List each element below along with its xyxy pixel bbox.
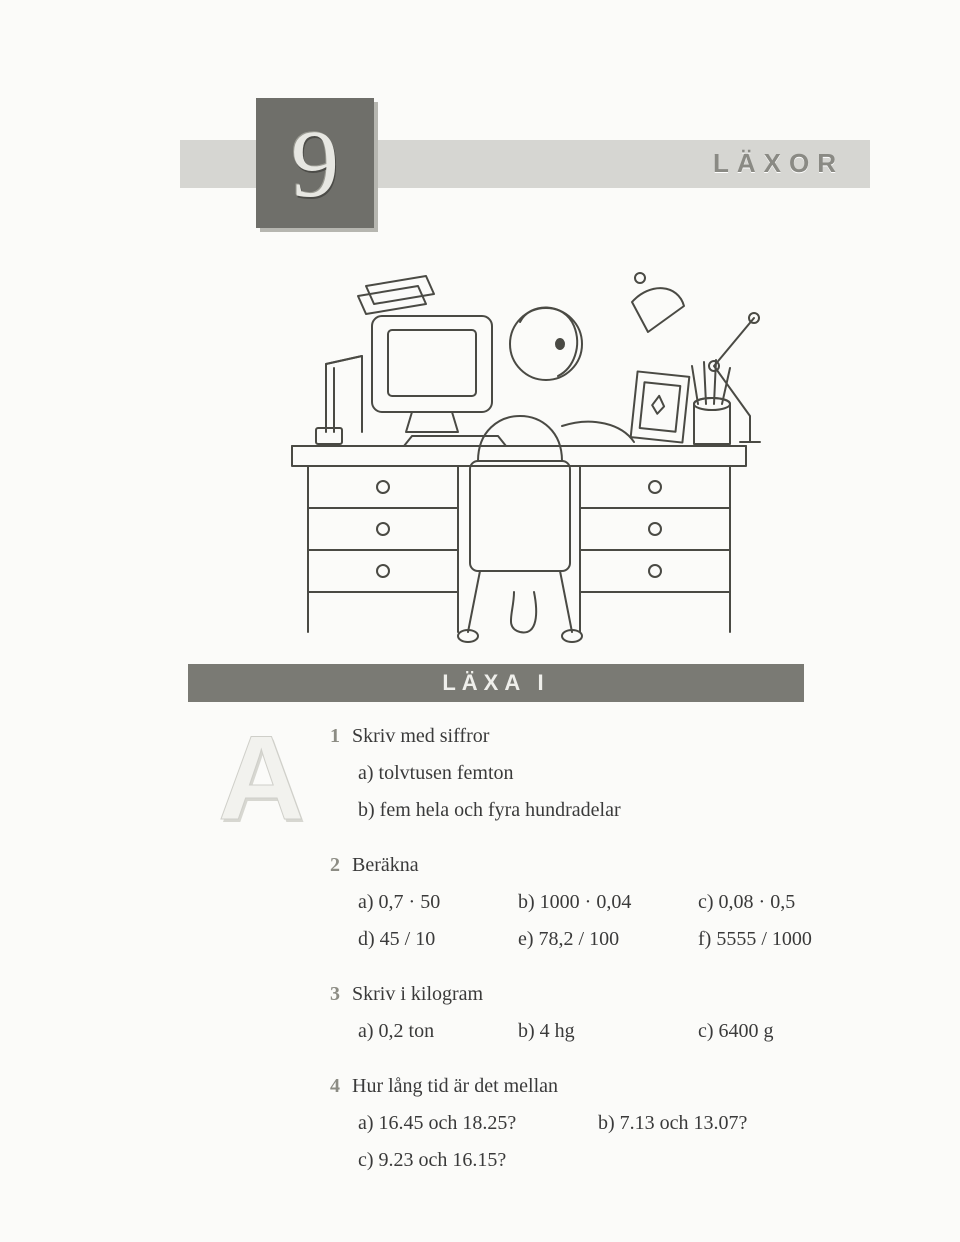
question-title: Skriv med siffror: [352, 725, 489, 747]
question-number: 3: [330, 978, 352, 1011]
question-header: 3Skriv i kilogram: [330, 978, 890, 1011]
subitem: b) 4 hg: [518, 1015, 688, 1048]
subitem: d) 45 / 10: [358, 923, 508, 956]
question-subitems: a) 16.45 och 18.25? b) 7.13 och 13.07? c) …: [358, 1107, 890, 1181]
subitem-row: a) 0,2 ton b) 4 hg c) 6400 g: [358, 1015, 890, 1052]
chapter-number-box: 9: [256, 98, 374, 228]
question: 4Hur lång tid är det mellan a) 16.45 och …: [330, 1070, 890, 1181]
question-number: 1: [330, 720, 352, 753]
chapter-number: 9: [256, 98, 374, 228]
subitem: a) 16.45 och 18.25?: [358, 1107, 588, 1140]
subitem: e) 78,2 / 100: [518, 923, 688, 956]
question-title: Beräkna: [352, 854, 419, 876]
subitem: a) tolvtusen femton: [358, 757, 578, 790]
subitem: c) 9.23 och 16.15?: [358, 1144, 588, 1177]
section-label: LÄXA I: [442, 670, 549, 696]
subitem: b) fem hela och fyra hundradelar: [358, 794, 658, 827]
question-subitems: a) tolvtusen femton b) fem hela och fyra …: [358, 757, 890, 831]
worksheet-page: { "page": { "background_color": "#fbfbf9…: [0, 0, 960, 1242]
question-subitems: a) 0,7 · 50 b) 1000 · 0,04 c) 0,08 · 0,5 d)…: [358, 886, 890, 960]
subitem: c) 0,08 · 0,5: [698, 886, 858, 919]
subitem-row: c) 9.23 och 16.15?: [358, 1144, 890, 1181]
question-number: 4: [330, 1070, 352, 1103]
subitem: c) 6400 g: [698, 1015, 858, 1048]
question: 3Skriv i kilogram a) 0,2 ton b) 4 hg c) 640…: [330, 978, 890, 1052]
question-number: 2: [330, 849, 352, 882]
header-right-label: LÄXOR: [713, 148, 844, 179]
question-header: 2Beräkna: [330, 849, 890, 882]
desk-illustration: [262, 256, 776, 648]
question-title: Skriv i kilogram: [352, 983, 483, 1005]
desk-illustration-svg: [262, 256, 776, 648]
question: 1Skriv med siffror a) tolvtusen femton b) …: [330, 720, 890, 831]
subitem-row: a) tolvtusen femton b) fem hela och fyra …: [358, 757, 890, 831]
section-bar: LÄXA I: [188, 664, 804, 702]
level-letter: A: [218, 718, 305, 838]
subitem-row: a) 0,7 · 50 b) 1000 · 0,04 c) 0,08 · 0,5: [358, 886, 890, 923]
question-header: 4Hur lång tid är det mellan: [330, 1070, 890, 1103]
question-subitems: a) 0,2 ton b) 4 hg c) 6400 g: [358, 1015, 890, 1052]
subitem: b) 7.13 och 13.07?: [598, 1107, 828, 1140]
subitem: b) 1000 · 0,04: [518, 886, 688, 919]
subitem: a) 0,2 ton: [358, 1015, 508, 1048]
subitem-row: a) 16.45 och 18.25? b) 7.13 och 13.07?: [358, 1107, 890, 1144]
question-title: Hur lång tid är det mellan: [352, 1075, 558, 1097]
questions-area: 1Skriv med siffror a) tolvtusen femton b) …: [330, 720, 890, 1199]
subitem: a) 0,7 · 50: [358, 886, 508, 919]
question: 2Beräkna a) 0,7 · 50 b) 1000 · 0,04 c) 0,08…: [330, 849, 890, 960]
question-header: 1Skriv med siffror: [330, 720, 890, 753]
subitem-row: d) 45 / 10 e) 78,2 / 100 f) 5555 / 1000: [358, 923, 890, 960]
subitem: f) 5555 / 1000: [698, 923, 858, 956]
